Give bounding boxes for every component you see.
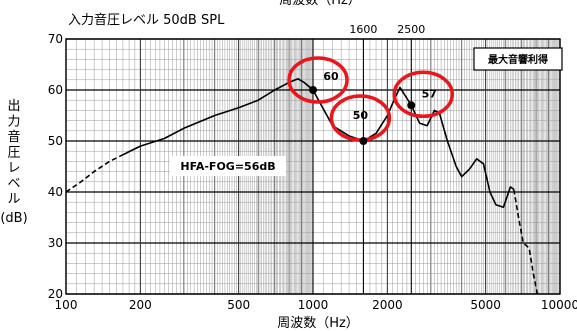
- curve-segment-dashed: [65, 155, 121, 193]
- x-tick-label: 200: [129, 298, 152, 312]
- data-label: 50: [353, 109, 369, 122]
- y-axis-title-char: 圧: [7, 146, 20, 161]
- legend-label: 最大音響利得: [488, 53, 548, 66]
- peak-marker: 60: [287, 56, 349, 104]
- chart-title: 周波数（Hz）: [279, 0, 361, 8]
- y-axis-title-char: レ: [7, 161, 20, 176]
- data-point: [359, 137, 368, 145]
- peak-marker: 50: [329, 94, 392, 145]
- x-tick-label: 100: [55, 298, 78, 312]
- axes: 100 200 500 1000 2000 5000 10000 20 30 40 50 60 70: [48, 32, 577, 312]
- gain-annotation: HFA-FOG=56dB: [170, 156, 286, 176]
- y-tick-label: 30: [48, 236, 63, 250]
- data-point: [309, 86, 317, 94]
- reference-lines: 1600 2500: [349, 23, 425, 294]
- top-tick-label: 1600: [349, 23, 377, 36]
- x-tick-label: 500: [227, 298, 250, 312]
- x-axis-title: 周波数（Hz）: [277, 316, 359, 331]
- y-tick-label: 70: [48, 32, 63, 46]
- legend-frame: [473, 47, 563, 71]
- x-tick-label: 2000: [372, 298, 403, 312]
- x-tick-label: 10000: [541, 298, 577, 312]
- markers: 60 50 57: [287, 56, 455, 145]
- y-axis-title-char: 力: [7, 115, 20, 130]
- grid: [65, 38, 561, 295]
- peak-marker: 57: [392, 70, 455, 119]
- curve-segment-dashed: [513, 189, 539, 295]
- data-label: 57: [422, 87, 437, 100]
- data-point: [407, 101, 416, 110]
- y-axis-title-char: ル: [7, 192, 20, 207]
- x-tick-label: 5000: [470, 298, 501, 312]
- plot-frame: [65, 38, 561, 295]
- y-axis-title-char: 音: [7, 129, 20, 145]
- y-tick-label: 40: [48, 185, 63, 199]
- chart-subtitle: 入力音圧レベル 50dB SPL: [68, 12, 225, 28]
- legend: 最大音響利得: [473, 47, 563, 71]
- y-axis-title-char: ベ: [7, 177, 20, 192]
- annotation-text: HFA-FOG=56dB: [180, 160, 275, 173]
- top-tick-label: 2500: [397, 23, 425, 36]
- highlight-circle: [287, 56, 349, 104]
- data-label: 60: [323, 70, 339, 83]
- x-tick-label: 1000: [298, 298, 329, 312]
- y-tick-label: 20: [48, 287, 63, 301]
- y-axis-unit: (dB): [0, 211, 27, 226]
- curve: [65, 78, 539, 295]
- annotation-background: [170, 156, 286, 176]
- highlight-circle: [392, 70, 455, 119]
- y-tick-label: 50: [48, 134, 63, 148]
- curve-segment-solid: [119, 78, 515, 209]
- y-tick-label: 60: [48, 83, 63, 97]
- y-axis-title-char: 出: [7, 99, 20, 114]
